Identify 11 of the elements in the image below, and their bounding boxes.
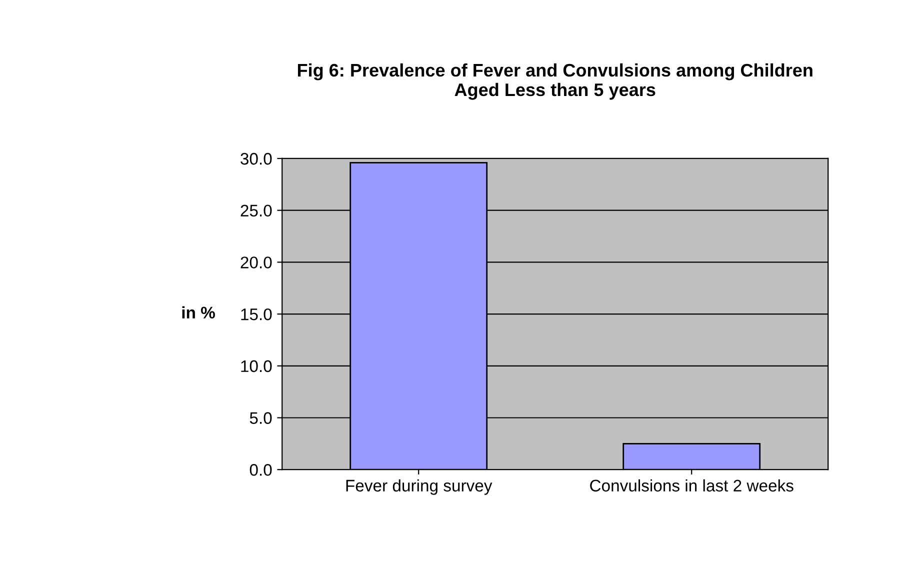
y-tick-label: 15.0 [241, 308, 272, 320]
y-tick-label: 0.0 [250, 464, 272, 476]
x-tick-label: Fever during survey [346, 479, 492, 495]
y-axis-title: in % [182, 306, 215, 318]
y-tick-label: 30.0 [240, 152, 272, 165]
y-tick-label: 20.0 [240, 256, 272, 268]
x-tick-label: Convulsions in last 2 weeks [590, 479, 794, 492]
y-tick-label: 5.0 [250, 412, 272, 424]
y-tick-label: 10.0 [241, 360, 272, 372]
chart-title: Fig 6: Prevalence of Fever and Convulsions among Children Aged Less than 5 years [298, 63, 812, 100]
y-tick-label: 25.0 [240, 204, 272, 217]
